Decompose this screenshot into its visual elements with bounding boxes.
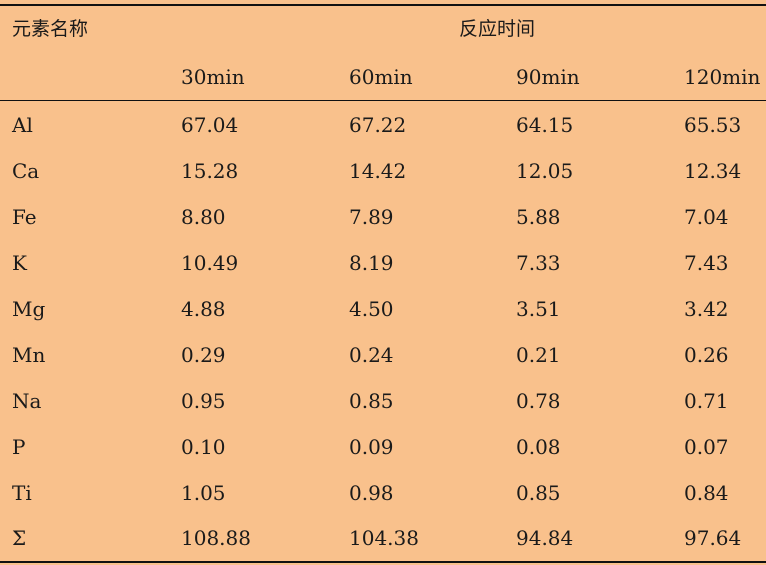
row-value: 5.88	[516, 205, 561, 229]
table-row: Ca 15.28 14.42 12.05 12.34	[0, 148, 766, 194]
row-value: 67.04	[181, 113, 239, 137]
row-value: 12.34	[684, 159, 742, 183]
table-row: P 0.10 0.09 0.08 0.07	[0, 424, 766, 470]
table-row: Al 67.04 67.22 64.15 65.53	[0, 102, 766, 148]
row-value: 0.07	[684, 435, 729, 459]
row-value: 0.08	[516, 435, 561, 459]
row-value: 0.98	[349, 481, 394, 505]
column-header-60min: 60min	[349, 65, 413, 89]
row-element: Ca	[12, 159, 40, 183]
row-value: 7.43	[684, 251, 729, 275]
row-value: 0.24	[349, 343, 394, 367]
row-element: Al	[12, 113, 33, 137]
row-value: 0.78	[516, 389, 561, 413]
row-value: 94.84	[516, 526, 574, 550]
row-value: 0.85	[516, 481, 561, 505]
row-value: 3.42	[684, 297, 729, 321]
row-value: 7.04	[684, 205, 729, 229]
row-value: 0.09	[349, 435, 394, 459]
row-value: 108.88	[181, 526, 251, 550]
row-value: 15.28	[181, 159, 239, 183]
row-value: 8.80	[181, 205, 226, 229]
row-element: Fe	[12, 205, 37, 229]
column-header-90min: 90min	[516, 65, 580, 89]
row-value: 7.33	[516, 251, 561, 275]
row-element: Ti	[12, 481, 32, 505]
row-value: 3.51	[516, 297, 561, 321]
row-value: 0.21	[516, 343, 561, 367]
column-header-30min: 30min	[181, 65, 245, 89]
row-element: K	[12, 251, 27, 275]
row-value: 0.95	[181, 389, 226, 413]
table-row: Fe 8.80 7.89 5.88 7.04	[0, 194, 766, 240]
row-value: 97.64	[684, 526, 742, 550]
row-value: 64.15	[516, 113, 574, 137]
table-top-rule	[0, 4, 766, 6]
header-element-name: 元素名称	[12, 18, 89, 40]
row-value: 0.29	[181, 343, 226, 367]
table-bottom-rule	[0, 561, 766, 563]
column-header-120min: 120min	[684, 65, 761, 89]
row-element: P	[12, 435, 26, 459]
row-element: Na	[12, 389, 42, 413]
table-row: K 10.49 8.19 7.33 7.43	[0, 240, 766, 286]
table-row: Ti 1.05 0.98 0.85 0.84	[0, 470, 766, 516]
row-value: 0.10	[181, 435, 226, 459]
row-value: 14.42	[349, 159, 407, 183]
row-element-sum: Σ	[12, 526, 27, 550]
row-value: 0.85	[349, 389, 394, 413]
row-value: 65.53	[684, 113, 742, 137]
row-value: 0.26	[684, 343, 729, 367]
row-value: 67.22	[349, 113, 407, 137]
table-row: Mg 4.88 4.50 3.51 3.42	[0, 286, 766, 332]
row-value: 12.05	[516, 159, 574, 183]
table-header-rule	[0, 100, 766, 101]
row-value: 4.50	[349, 297, 394, 321]
row-value: 4.88	[181, 297, 226, 321]
row-value: 104.38	[349, 526, 419, 550]
header-reaction-time: 反应时间	[459, 18, 536, 40]
row-element: Mn	[12, 343, 46, 367]
row-value: 0.71	[684, 389, 729, 413]
row-value: 8.19	[349, 251, 394, 275]
row-value: 1.05	[181, 481, 226, 505]
table-row: Mn 0.29 0.24 0.21 0.26	[0, 332, 766, 378]
row-value: 0.84	[684, 481, 729, 505]
table-row: Na 0.95 0.85 0.78 0.71	[0, 378, 766, 424]
row-value: 10.49	[181, 251, 239, 275]
row-value: 7.89	[349, 205, 394, 229]
row-element: Mg	[12, 297, 46, 321]
table-row-total: Σ 108.88 104.38 94.84 97.64	[0, 516, 766, 562]
